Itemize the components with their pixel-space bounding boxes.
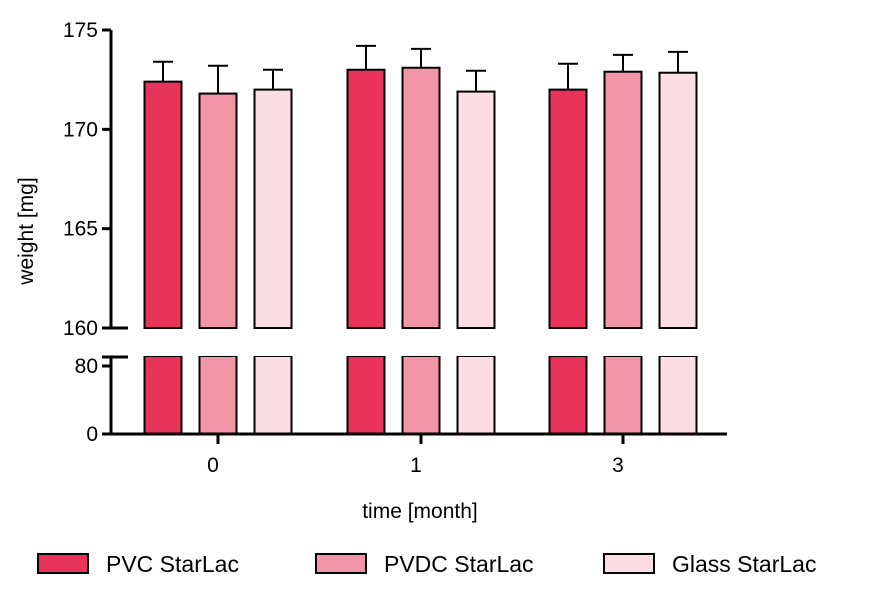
legend-label: PVDC StarLac (384, 551, 534, 577)
y-tick-label: 170 (63, 118, 98, 141)
bar-glass-starlac-3 (658, 71, 698, 329)
legend-swatch (603, 553, 655, 574)
bar-break-gap (548, 329, 588, 356)
bar-glass-starlac-0 (253, 88, 293, 329)
x-tick-label: 0 (207, 454, 219, 477)
bar-break-gap (198, 329, 238, 356)
y-axis-title: weight [mg] (15, 177, 38, 285)
bar-glass-starlac-1 (456, 90, 496, 329)
bar-lower-pvc-starlac-3 (548, 355, 588, 435)
x-tick-label: 1 (410, 454, 422, 477)
y-tick-label: 160 (63, 317, 98, 340)
bar-lower-glass-starlac-0 (253, 355, 293, 435)
bar-lower-pvdc-starlac-1 (401, 355, 441, 435)
bar-lower-glass-starlac-3 (658, 355, 698, 435)
bar-lower-pvc-starlac-1 (346, 355, 386, 435)
bar-break-gap (456, 329, 496, 356)
bar-break-gap (253, 329, 293, 356)
legend-swatch (315, 553, 367, 574)
bar-break-gap (658, 329, 698, 356)
legend-item-pvc-starlac: PVC StarLac (37, 551, 239, 577)
bar-lower-pvdc-starlac-0 (198, 355, 238, 435)
bar-pvdc-starlac-0 (198, 92, 238, 329)
legend: PVC StarLac PVDC StarLac Glass StarLac (37, 551, 816, 577)
bar-pvdc-starlac-3 (603, 70, 643, 329)
tick-labels-layer: 160 165 170 175 0 80 0 1 3 (63, 19, 624, 477)
bar-break-gap (143, 329, 183, 356)
bar-lower-pvc-starlac-0 (143, 355, 183, 435)
bar-break-gap (401, 329, 441, 356)
legend-item-pvdc-starlac: PVDC StarLac (315, 551, 534, 577)
x-tick-label: 3 (612, 454, 624, 477)
bar-lower-pvdc-starlac-3 (603, 355, 643, 435)
bar-break-gap (346, 329, 386, 356)
bar-pvc-starlac-0 (143, 80, 183, 329)
error-bars-layer (153, 44, 688, 94)
bar-pvc-starlac-1 (346, 68, 386, 329)
bar-pvc-starlac-3 (548, 88, 588, 329)
x-axis-title: time [month] (362, 500, 478, 523)
legend-label: Glass StarLac (672, 551, 816, 577)
bars-layer (143, 66, 698, 435)
bar-break-gap (603, 329, 643, 356)
y-tick-label: 175 (63, 19, 98, 42)
bar-lower-glass-starlac-1 (456, 355, 496, 435)
legend-item-glass-starlac: Glass StarLac (603, 551, 816, 577)
y-tick-label: 165 (63, 218, 98, 241)
legend-label: PVC StarLac (106, 551, 239, 577)
axes-layer (102, 28, 727, 444)
y-tick-label: 80 (75, 355, 98, 378)
legend-swatch (37, 553, 89, 574)
y-tick-label: 0 (86, 423, 98, 446)
bar-pvdc-starlac-1 (401, 66, 441, 329)
